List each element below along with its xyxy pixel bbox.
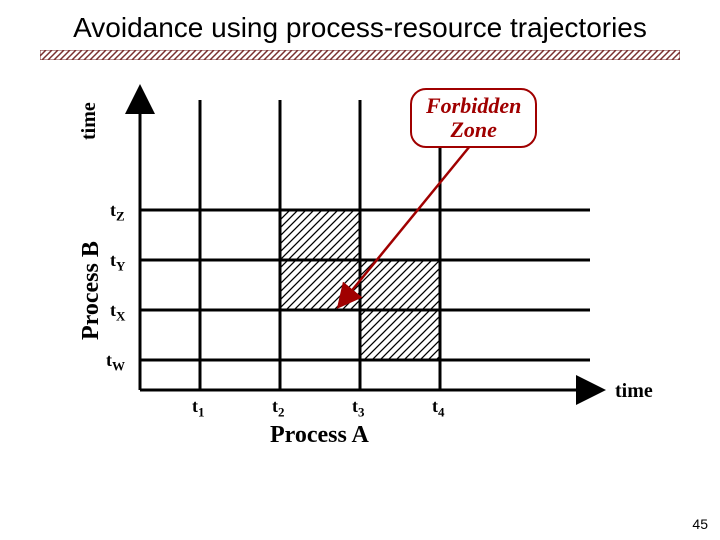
callout-line2: Zone — [426, 118, 521, 142]
x-axis-time-label: time — [615, 380, 653, 403]
x-tick-4: t4 — [432, 396, 445, 421]
page-title: Avoidance using process-resource traject… — [0, 0, 720, 44]
callout-line1: Forbidden — [426, 94, 521, 118]
trajectory-chart: time Process B tZ tY tX tW t1 t2 t3 t4 P… — [30, 70, 690, 490]
x-tick-2: t2 — [272, 396, 285, 421]
y-axis-process-label: Process B — [78, 241, 105, 340]
y-tick-z: tZ — [110, 200, 125, 225]
y-tick-w: tW — [106, 350, 125, 375]
x-tick-1: t1 — [192, 396, 205, 421]
title-underline — [40, 50, 680, 60]
page-number: 45 — [692, 516, 708, 532]
x-tick-3: t3 — [352, 396, 365, 421]
y-tick-y: tY — [110, 250, 125, 275]
forbidden-zone-callout: Forbidden Zone — [410, 88, 537, 148]
x-axis-process-label: Process A — [270, 422, 369, 449]
y-tick-x: tX — [110, 300, 125, 325]
y-axis-time-label: time — [78, 102, 101, 140]
